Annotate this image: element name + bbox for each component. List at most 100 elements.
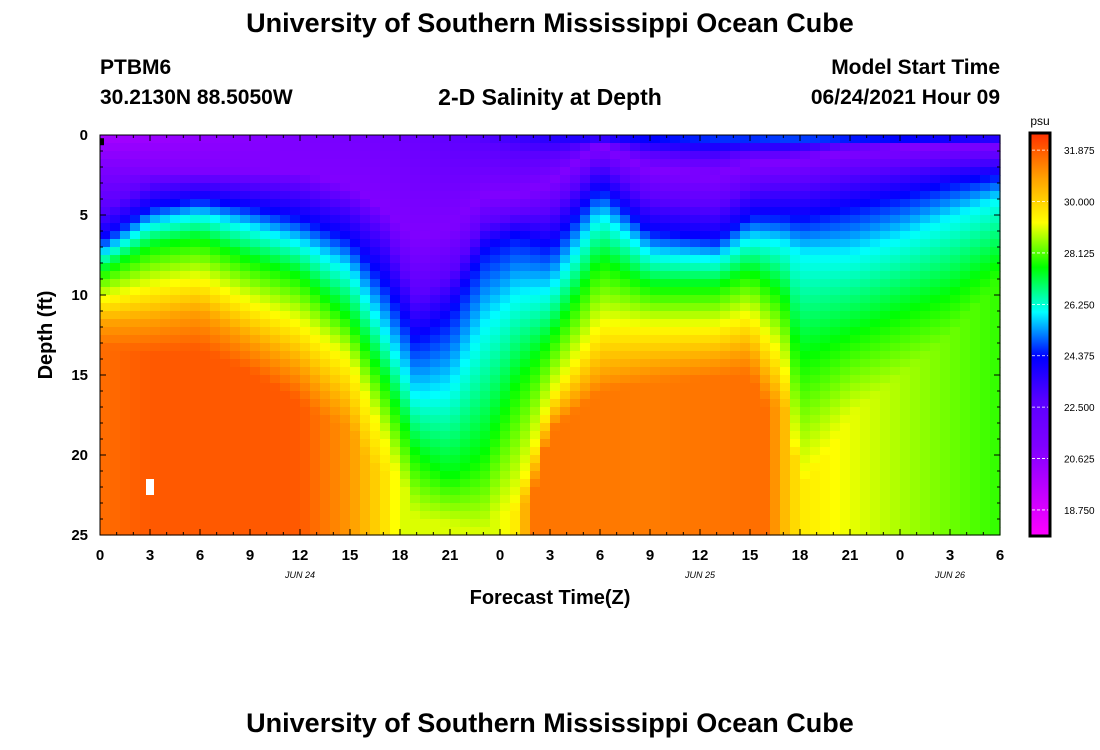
heatmap-cell: [770, 135, 781, 144]
heatmap-cell: [630, 143, 641, 152]
heatmap-cell: [610, 463, 621, 472]
heatmap-cell: [740, 455, 751, 464]
heatmap-cell: [460, 175, 471, 184]
heatmap-cell: [610, 159, 621, 168]
heatmap-cell: [780, 415, 791, 424]
heatmap-cell: [860, 447, 871, 456]
heatmap-cell: [740, 399, 751, 408]
heatmap-cell: [710, 423, 721, 432]
heatmap-cell: [510, 303, 521, 312]
heatmap-cell: [380, 295, 391, 304]
heatmap-cell: [670, 463, 681, 472]
heatmap-cell: [230, 463, 241, 472]
heatmap-cell: [490, 407, 501, 416]
heatmap-cell: [260, 271, 271, 280]
heatmap-cell: [520, 399, 531, 408]
heatmap-cell: [420, 327, 431, 336]
heatmap-cell: [590, 183, 601, 192]
heatmap-cell: [390, 183, 401, 192]
heatmap-cell: [680, 239, 691, 248]
heatmap-cell: [390, 167, 401, 176]
heatmap-cell: [200, 375, 211, 384]
heatmap-cell: [230, 479, 241, 488]
heatmap-cell: [580, 303, 591, 312]
heatmap-cell: [390, 487, 401, 496]
heatmap-cell: [820, 415, 831, 424]
heatmap-cell: [540, 327, 551, 336]
heatmap-cell: [880, 407, 891, 416]
heatmap-cell: [740, 527, 751, 536]
heatmap-cell: [870, 343, 881, 352]
heatmap-cell: [260, 423, 271, 432]
heatmap-cell: [150, 447, 161, 456]
heatmap-cell: [270, 175, 281, 184]
heatmap-cell: [900, 295, 911, 304]
heatmap-cell: [850, 479, 861, 488]
heatmap-cell: [440, 479, 451, 488]
heatmap-cell: [600, 311, 611, 320]
heatmap-cell: [920, 407, 931, 416]
heatmap-cell: [210, 431, 221, 440]
heatmap-cell: [780, 191, 791, 200]
heatmap-cell: [200, 479, 211, 488]
heatmap-cell: [810, 495, 821, 504]
heatmap-cell: [200, 511, 211, 520]
heatmap-cell: [630, 295, 641, 304]
heatmap-cell: [180, 399, 191, 408]
heatmap-cell: [320, 407, 331, 416]
heatmap-cell: [810, 191, 821, 200]
heatmap-cell: [270, 223, 281, 232]
heatmap-cell: [220, 279, 231, 288]
heatmap-cell: [850, 183, 861, 192]
heatmap-cell: [220, 351, 231, 360]
heatmap-cell: [170, 135, 181, 144]
heatmap-cell: [560, 247, 571, 256]
heatmap-cell: [540, 215, 551, 224]
heatmap-cell: [200, 231, 211, 240]
heatmap-cell: [610, 431, 621, 440]
heatmap-cell: [740, 175, 751, 184]
heatmap-cell: [140, 519, 151, 528]
heatmap-cell: [890, 463, 901, 472]
heatmap-cell: [310, 455, 321, 464]
heatmap-cell: [800, 327, 811, 336]
heatmap-cell: [900, 207, 911, 216]
heatmap-cell: [790, 399, 801, 408]
heatmap-cell: [900, 231, 911, 240]
heatmap-cell: [640, 431, 651, 440]
heatmap-cell: [960, 271, 971, 280]
heatmap-cell: [760, 471, 771, 480]
heatmap-cell: [950, 143, 961, 152]
heatmap-cell: [910, 231, 921, 240]
heatmap-cell: [420, 215, 431, 224]
heatmap-cell: [450, 519, 461, 528]
heatmap-cell: [460, 487, 471, 496]
heatmap-cell: [610, 207, 621, 216]
heatmap-cell: [480, 151, 491, 160]
heatmap-cell: [350, 199, 361, 208]
heatmap-cell: [890, 527, 901, 536]
heatmap-cell: [730, 175, 741, 184]
heatmap-cell: [170, 263, 181, 272]
heatmap-cell: [900, 463, 911, 472]
heatmap-cell: [930, 439, 941, 448]
heatmap-cell: [790, 407, 801, 416]
heatmap-cell: [210, 335, 221, 344]
heatmap-cell: [290, 527, 301, 536]
heatmap-cell: [690, 391, 701, 400]
heatmap-cell: [200, 143, 211, 152]
heatmap-cell: [230, 159, 241, 168]
heatmap-cell: [550, 319, 561, 328]
heatmap-cell: [190, 511, 201, 520]
heatmap-cell: [390, 455, 401, 464]
heatmap-cell: [250, 423, 261, 432]
heatmap-cell: [220, 303, 231, 312]
heatmap-cell: [810, 255, 821, 264]
heatmap-cell: [380, 255, 391, 264]
heatmap-cell: [570, 255, 581, 264]
heatmap-cell: [550, 359, 561, 368]
heatmap-cell: [760, 327, 771, 336]
heatmap-cell: [120, 319, 131, 328]
heatmap-cell: [520, 335, 531, 344]
heatmap-cell: [740, 343, 751, 352]
